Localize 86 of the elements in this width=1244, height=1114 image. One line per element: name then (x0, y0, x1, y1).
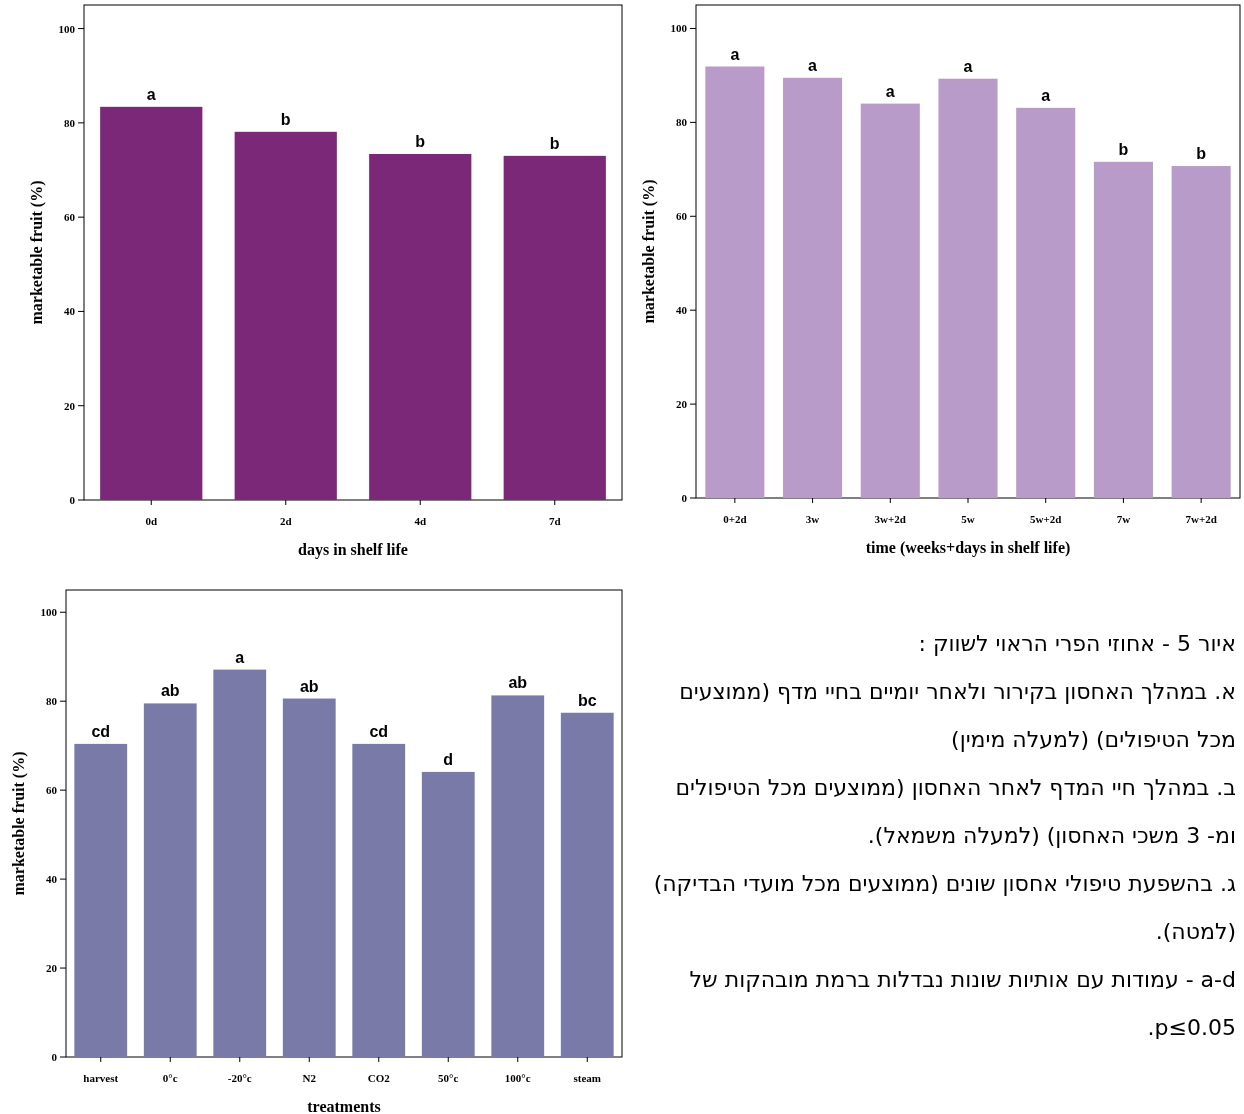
y-tick-label: 100 (58, 22, 76, 35)
bar (282, 698, 336, 1057)
y-tick-label: 40 (676, 304, 688, 317)
x-tick-label: 5w+2d (1030, 513, 1062, 525)
text: ג. בהשפעת טיפולי אחסון שונים (ממוצעים מכל מועדי הבדיקה) (למטה). (652, 870, 1236, 946)
bar (1016, 107, 1076, 498)
data-label: a (885, 82, 895, 100)
bar (491, 695, 545, 1057)
x-tick-label: 5w (961, 513, 975, 525)
x-tick-label: 50°c (438, 1072, 459, 1084)
x-tick-label: 7w+2d (1185, 513, 1217, 525)
y-tick-label: 100 (40, 606, 58, 619)
y-axis-title: marketable fruit (%) (28, 180, 46, 325)
x-tick-label: -20°c (227, 1072, 252, 1084)
data-label: bc (577, 691, 597, 709)
data-label: a (730, 45, 740, 63)
y-tick-label: 40 (46, 873, 58, 886)
y-axis-title: marketable fruit (%) (640, 179, 658, 324)
bar (352, 743, 406, 1057)
bar (560, 712, 614, 1057)
bar (74, 743, 128, 1057)
x-tick-label: steam (573, 1072, 601, 1084)
y-axis-title: marketable fruit (%) (10, 751, 28, 896)
text: ב. במהלך חיי המדף לאחר האחסון (ממוצעים מכל הטיפולים ומ- 3 משכי האחסון) (למעלה משמאל). (674, 774, 1236, 850)
data-label: ab (299, 677, 319, 695)
x-tick-label: 3w (805, 513, 820, 525)
data-label: b (415, 132, 426, 150)
x-axis-title: treatments (307, 1098, 381, 1114)
y-tick-label: 80 (64, 116, 76, 129)
y-tick-label: 0 (681, 492, 688, 504)
x-tick-label: 0d (145, 515, 158, 527)
bar (213, 669, 267, 1057)
bar (234, 131, 337, 500)
bar (143, 703, 197, 1057)
data-label: d (443, 750, 454, 768)
bar (369, 153, 472, 500)
y-tick-label: 20 (676, 398, 688, 411)
data-label: b (549, 134, 560, 152)
text: a-d - עמודות עם אותיות שונות נבדלות ברמת מובהקות של p≤0.05. (688, 966, 1236, 1042)
data-label: b (1118, 140, 1129, 158)
data-label: ab (160, 682, 180, 700)
data-label: cd (369, 722, 389, 740)
x-tick-label: 7d (548, 515, 561, 527)
data-label: ab (508, 674, 528, 692)
x-axis-title: time (weeks+days in shelf life) (865, 539, 1071, 557)
data-label: a (963, 57, 973, 75)
x-tick-label: 3w+2d (874, 513, 906, 525)
text: איור 5 - אחוזי הפרי הראוי לשווק : (917, 630, 1236, 658)
bar (503, 155, 606, 500)
x-tick-label: 0°c (162, 1072, 178, 1084)
y-tick-label: 60 (46, 784, 58, 797)
y-tick-label: 60 (676, 210, 688, 223)
data-label: a (146, 85, 156, 103)
data-label: a (808, 56, 818, 74)
x-tick-label: N2 (302, 1072, 317, 1084)
bar (938, 78, 998, 498)
bar (860, 103, 920, 498)
y-tick-label: 80 (676, 116, 688, 129)
y-tick-label: 0 (51, 1051, 58, 1063)
y-tick-label: 20 (64, 399, 76, 412)
y-tick-label: 60 (64, 211, 76, 224)
data-label: a (1041, 86, 1051, 104)
text: א. במהלך האחסון בקירור ולאחר יומיים בחיי מדף (ממוצעים מכל הטיפולים) (למעלה מימין) (678, 678, 1236, 754)
data-label: b (1196, 145, 1207, 163)
x-tick-label: 4d (414, 515, 427, 527)
x-tick-label: 0+2d (723, 513, 747, 525)
x-tick-label: CO2 (367, 1072, 391, 1084)
x-tick-label: 7w (1116, 513, 1131, 525)
data-label: b (280, 110, 291, 128)
x-tick-label: 100°c (504, 1072, 531, 1084)
bar (1171, 166, 1231, 498)
bar (1093, 161, 1153, 498)
y-tick-label: 80 (46, 695, 58, 708)
data-label: a (235, 648, 245, 666)
y-tick-label: 20 (46, 962, 58, 975)
data-label: cd (91, 722, 111, 740)
bar (100, 106, 203, 500)
bar (783, 77, 843, 498)
y-tick-label: 40 (64, 305, 76, 318)
y-tick-label: 0 (69, 494, 76, 506)
y-tick-label: 100 (670, 22, 688, 35)
x-tick-label: 2d (279, 515, 292, 527)
x-tick-label: harvest (83, 1072, 119, 1084)
bar (705, 66, 765, 498)
x-axis-title: days in shelf life (298, 541, 408, 559)
bar (421, 771, 475, 1057)
